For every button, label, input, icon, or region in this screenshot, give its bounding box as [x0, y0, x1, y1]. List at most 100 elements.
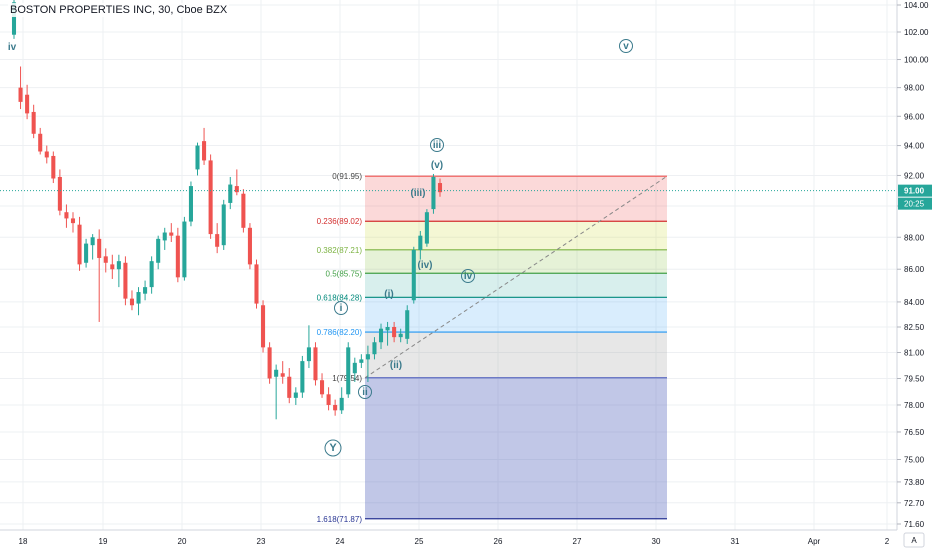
candle-body [57, 176, 62, 211]
candle [84, 238, 89, 268]
current-price-label: 91.00 [904, 187, 925, 196]
price-tick-label: 100.00 [904, 56, 929, 65]
wave-text: (v) [431, 160, 443, 171]
wave-label-iv: iv [461, 269, 475, 283]
wave-label-i: i [334, 301, 348, 315]
candle-body [280, 373, 285, 377]
candle-body [267, 347, 272, 379]
candle [221, 199, 226, 250]
candle-body [411, 249, 416, 301]
candle [274, 364, 279, 420]
wave-text: Y [329, 442, 337, 454]
price-tick-label: 75.00 [904, 455, 925, 464]
wave-text: iv [464, 271, 473, 282]
candle-body [11, 2, 17, 35]
candle [234, 169, 239, 196]
candle [31, 104, 36, 139]
candle-body [208, 160, 213, 235]
fib-zone-0-382 [365, 249, 667, 274]
price-tick-label: 71.60 [904, 520, 925, 529]
time-tick-label: 19 [99, 537, 108, 546]
price-tick-label: 78.00 [904, 401, 925, 410]
auto-scale-label: A [911, 536, 917, 545]
candle [378, 323, 384, 350]
wave-text: iii [433, 140, 442, 151]
candle [64, 204, 69, 228]
candle [405, 305, 410, 344]
wave-circle [461, 269, 475, 283]
wave-text: v [623, 41, 629, 52]
wave-label-piiip: (iii) [411, 188, 426, 199]
fib-trend-line[interactable] [364, 175, 668, 379]
candle-body [424, 212, 429, 244]
price-tick-label: 92.00 [904, 171, 925, 180]
candle [326, 387, 331, 411]
wave-labels: iv v iii (v) (iii) (iv) iv (i) i (ii) ii Y [8, 39, 633, 457]
price-tick-label: 96.00 [904, 112, 925, 121]
wave-label-iv: iv [8, 42, 17, 53]
candle-body [437, 183, 443, 193]
candle-body [221, 204, 226, 246]
auto-scale-button[interactable]: A [903, 532, 925, 548]
candle-body [84, 243, 89, 263]
candle [319, 373, 325, 398]
candle-body [261, 305, 266, 348]
wave-circle [324, 439, 342, 457]
candle-body [103, 256, 108, 263]
candle-body [123, 262, 128, 299]
fib-level-label: 0.5(85.75) [326, 269, 363, 278]
time-tick-label: 20 [178, 537, 187, 546]
fib-level-label: 0.382(87.21) [317, 246, 363, 255]
wave-circle [619, 39, 633, 53]
candle-body [359, 359, 364, 363]
candle [215, 223, 220, 254]
wave-text: (i) [384, 289, 393, 300]
candle [57, 169, 62, 216]
candle-body [195, 145, 200, 170]
candle-body [215, 234, 220, 247]
wave-circle [334, 301, 348, 315]
fib-level-label: 0.236(89.02) [317, 217, 363, 226]
candle [267, 342, 272, 384]
wave-label-pivp: (iv) [418, 260, 433, 271]
price-axis[interactable]: 104.00102.00100.0098.0096.0094.0092.0090… [896, 0, 932, 530]
candle-body [31, 111, 36, 134]
wave-circle [430, 138, 444, 152]
wave-text: i [340, 303, 343, 314]
candle [365, 345, 370, 382]
candle [175, 227, 180, 283]
candle [261, 300, 266, 353]
time-tick-label: 23 [257, 537, 266, 546]
candle-body [136, 292, 141, 304]
candle-body [149, 261, 154, 288]
fib-zone-0 [365, 176, 667, 222]
candle [280, 361, 285, 384]
price-tick-label: 88.00 [904, 233, 925, 242]
candle [254, 259, 259, 309]
candle [129, 290, 135, 311]
candle [313, 342, 318, 386]
price-tick-label: 98.00 [904, 84, 925, 93]
candle-body [378, 328, 384, 343]
candle [77, 216, 82, 271]
auto-scale-bg[interactable] [903, 532, 925, 548]
wave-label-v: v [619, 39, 633, 53]
time-axis[interactable]: 18 19 20 23 24 25 26 27 30 31 Apr 2 A [0, 529, 932, 550]
candle-body [25, 94, 30, 114]
candle [70, 212, 76, 233]
candle [97, 229, 102, 322]
price-tick-label: 73.80 [904, 478, 925, 487]
fibonacci-retracement[interactable]: 0(91.95) 0.236(89.02) 0.382(87.21) 0.5(85.7… [317, 172, 668, 524]
countdown-badge [898, 197, 932, 210]
symbol-title: BOSTON PROPERTIES INC, 30, Cboe BZX [8, 3, 230, 17]
candle [51, 151, 56, 184]
candle [90, 234, 95, 260]
fib-level-label: 0(91.95) [332, 172, 362, 181]
candle-body [188, 186, 193, 222]
candle-body [346, 347, 351, 395]
price-axis-bg [897, 0, 932, 530]
